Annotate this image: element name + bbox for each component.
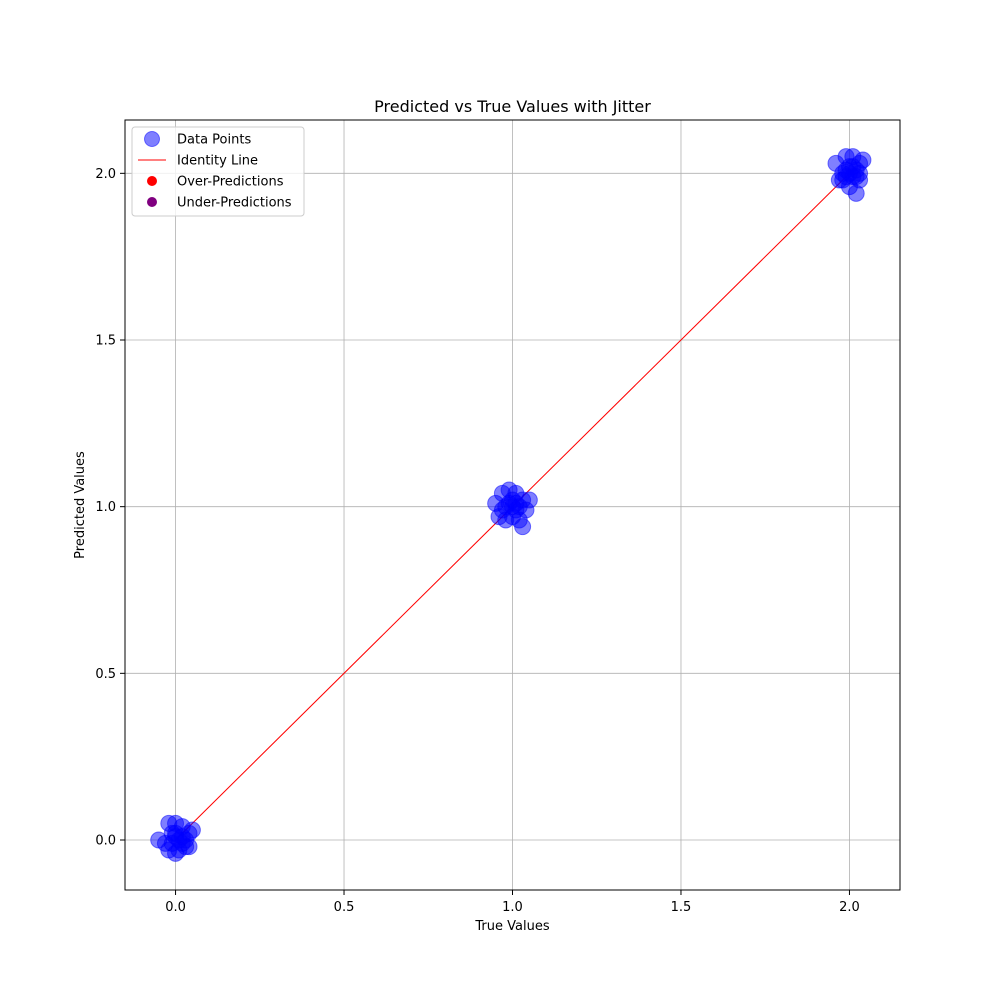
legend-marker-swatch [144, 131, 160, 147]
data-point [167, 824, 185, 842]
x-tick-label: 1.5 [671, 900, 692, 915]
y-tick-label: 0.5 [95, 667, 116, 682]
legend-marker-swatch [147, 197, 157, 207]
x-axis-ticks: 0.0 0.5 1.0 1.5 2.0 [165, 890, 860, 915]
y-tick-label: 1.5 [95, 334, 116, 349]
legend-box [131, 126, 305, 217]
chart-title: Predicted vs True Values with Jitter [374, 97, 651, 116]
data-points [150, 148, 872, 862]
y-tick-label: 1.0 [95, 500, 116, 515]
x-axis-label: True Values [474, 919, 549, 934]
data-point [514, 518, 532, 536]
legend-marker-swatch [147, 176, 157, 186]
y-axis-label: Predicted Values [73, 451, 88, 559]
legend-label: Data Points [177, 133, 251, 148]
data-point [847, 168, 865, 186]
x-tick-label: 2.0 [839, 900, 860, 915]
legend-label: Over-Predictions [177, 175, 284, 190]
x-tick-label: 0.5 [334, 900, 355, 915]
y-tick-label: 2.0 [95, 167, 116, 182]
data-point [504, 498, 521, 516]
x-tick-label: 1.0 [502, 900, 523, 915]
y-tick-label: 0.0 [95, 834, 116, 849]
legend: Data Points Identity Line Over-Predictions… [131, 126, 305, 217]
legend-label: Under-Predictions [177, 196, 292, 211]
x-tick-label: 0.0 [165, 900, 186, 915]
y-axis-ticks: 0.0 0.5 1.0 1.5 2.0 [95, 167, 125, 849]
legend-label: Identity Line [177, 154, 258, 169]
